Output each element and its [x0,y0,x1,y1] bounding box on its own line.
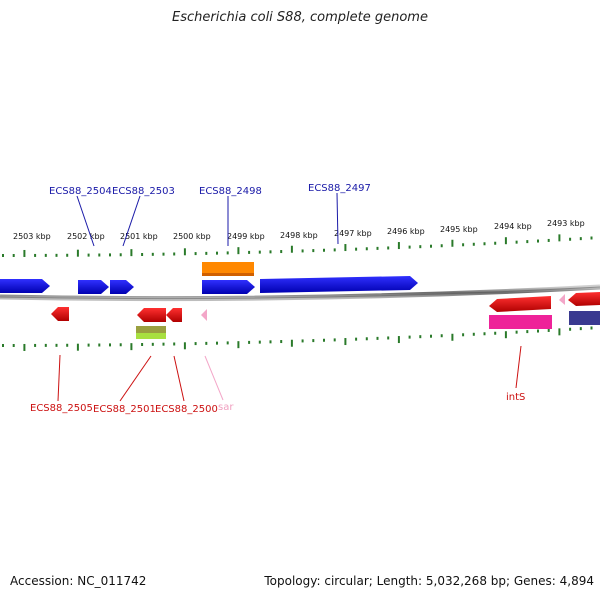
gene-orange-feature[interactable] [202,262,254,275]
tick-label-2494: 2494 kbp [494,222,532,231]
tick-label-2493: 2493 kbp [547,219,585,228]
leader-sar [204,355,224,401]
gene-ECS88_2497[interactable] [260,276,418,293]
gene-lime-feature[interactable] [136,333,166,339]
tick-label-2498: 2498 kbp [280,231,318,240]
label-ECS88_2504: ECS88_2504 [49,186,112,197]
label-ECS88_2505: ECS88_2505 [30,403,93,414]
gene-orange-shadow [202,273,254,276]
gene-ECS88_2498[interactable] [202,280,255,294]
tick-label-2502: 2502 kbp [67,232,105,241]
tick-label-2496: 2496 kbp [387,227,425,236]
label-ECS88_2498: ECS88_2498 [199,186,262,197]
accession-text: Accession: NC_011742 [10,574,147,588]
gene-red-edge[interactable] [568,292,600,306]
gene-intS[interactable] [489,296,551,312]
leader-ECS88_2503 [122,195,141,247]
gene-ECS88_2501[interactable] [137,308,166,322]
tick-label-2500: 2500 kbp [173,232,211,241]
gene-ECS88_2505[interactable] [51,307,69,321]
gene-olive-feature[interactable] [136,326,166,333]
gene-pink-small[interactable] [559,294,565,305]
leader-ECS88_2505 [57,354,61,402]
leader-ECS88_2501 [119,355,152,402]
gene-ECS88_2500[interactable] [166,308,182,322]
label-intS: intS [506,392,525,403]
label-ECS88_2500: ECS88_2500 [155,404,218,415]
tick-label-2503: 2503 kbp [13,232,51,241]
kbp-scale-labels: 2503 kbp 2502 kbp 2501 kbp 2500 kbp 2499… [13,219,585,241]
tick-label-2495: 2495 kbp [440,225,478,234]
gene-sar[interactable] [201,309,207,321]
label-sar: sar [218,402,234,413]
gene-magenta-feature[interactable] [489,315,552,329]
reverse-strand-genes [51,292,600,339]
gene-ECS88_2505-forward[interactable] [0,279,50,293]
gene-ECS88_2503[interactable] [110,280,134,294]
bottom-tick-row [2,326,593,351]
genome-summary-text: Topology: circular; Length: 5,032,268 bp… [264,574,594,588]
bottom-gene-labels: ECS88_2505 ECS88_2501 ECS88_2500 sar int… [30,345,525,415]
label-ECS88_2503: ECS88_2503 [112,186,175,197]
tick-label-2501: 2501 kbp [120,232,158,241]
leader-ECS88_2497 [336,192,339,245]
genome-title: Escherichia coli S88, complete genome [172,10,428,25]
top-gene-labels: ECS88_2504 ECS88_2503 ECS88_2498 ECS88_2… [49,183,371,247]
tick-label-2499: 2499 kbp [227,232,265,241]
forward-strand-genes [0,262,418,294]
gene-ECS88_2504[interactable] [78,280,109,294]
genome-backbone-core [0,286,600,300]
label-ECS88_2501: ECS88_2501 [93,404,156,415]
leader-intS [515,345,522,389]
gene-navy-feature[interactable] [569,311,600,325]
leader-ECS88_2504 [76,195,95,247]
top-tick-row [2,234,593,257]
tick-label-2497: 2497 kbp [334,229,372,238]
leader-ECS88_2500 [173,355,185,402]
label-ECS88_2497: ECS88_2497 [308,183,371,194]
